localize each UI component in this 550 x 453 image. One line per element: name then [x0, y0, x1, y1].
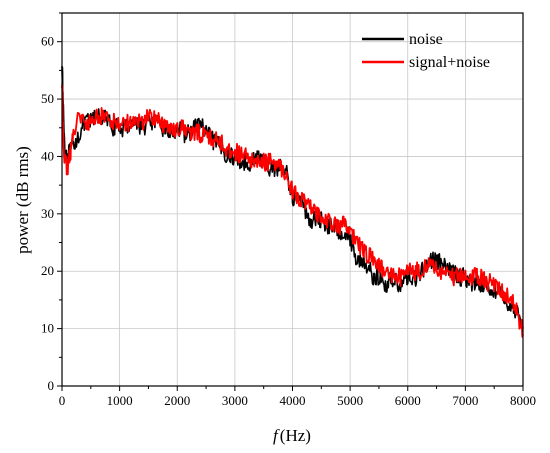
y-tick-label: 10	[41, 321, 54, 336]
y-axis-title: power (dB rms)	[13, 146, 32, 254]
x-axis-unit: (Hz)	[280, 426, 311, 445]
series-layer	[61, 66, 524, 338]
y-tick-label: 0	[48, 378, 55, 393]
x-axis-title: f (Hz)	[273, 426, 311, 445]
x-tick-label: 5000	[337, 393, 363, 408]
x-tick-label: 7000	[452, 393, 478, 408]
y-tick-label: 30	[41, 206, 54, 221]
series-line-signal-noise	[61, 84, 524, 338]
legend-label-signal-noise: signal+noise	[409, 54, 490, 71]
x-tick-label: 6000	[395, 393, 421, 408]
y-tick-label: 40	[41, 148, 54, 163]
x-tick-label: 3000	[222, 393, 248, 408]
y-tick-label: 50	[41, 91, 54, 106]
ticks: 0 1000 2000 3000 4000 5000 6000 7000 8000 0 10 20 30…	[41, 12, 536, 408]
y-tick-label: 20	[41, 263, 54, 278]
y-tick-label: 60	[41, 34, 54, 49]
x-tick-label: 4000	[280, 393, 306, 408]
x-tick-label: 8000	[510, 393, 536, 408]
legend-label-noise: noise	[409, 31, 443, 48]
grid	[62, 13, 523, 386]
x-tick-label: 2000	[164, 393, 190, 408]
x-axis-variable: f	[273, 426, 280, 445]
legend: noise signal+noise	[362, 31, 490, 71]
x-tick-label: 1000	[107, 393, 133, 408]
x-tick-label: 0	[59, 393, 66, 408]
